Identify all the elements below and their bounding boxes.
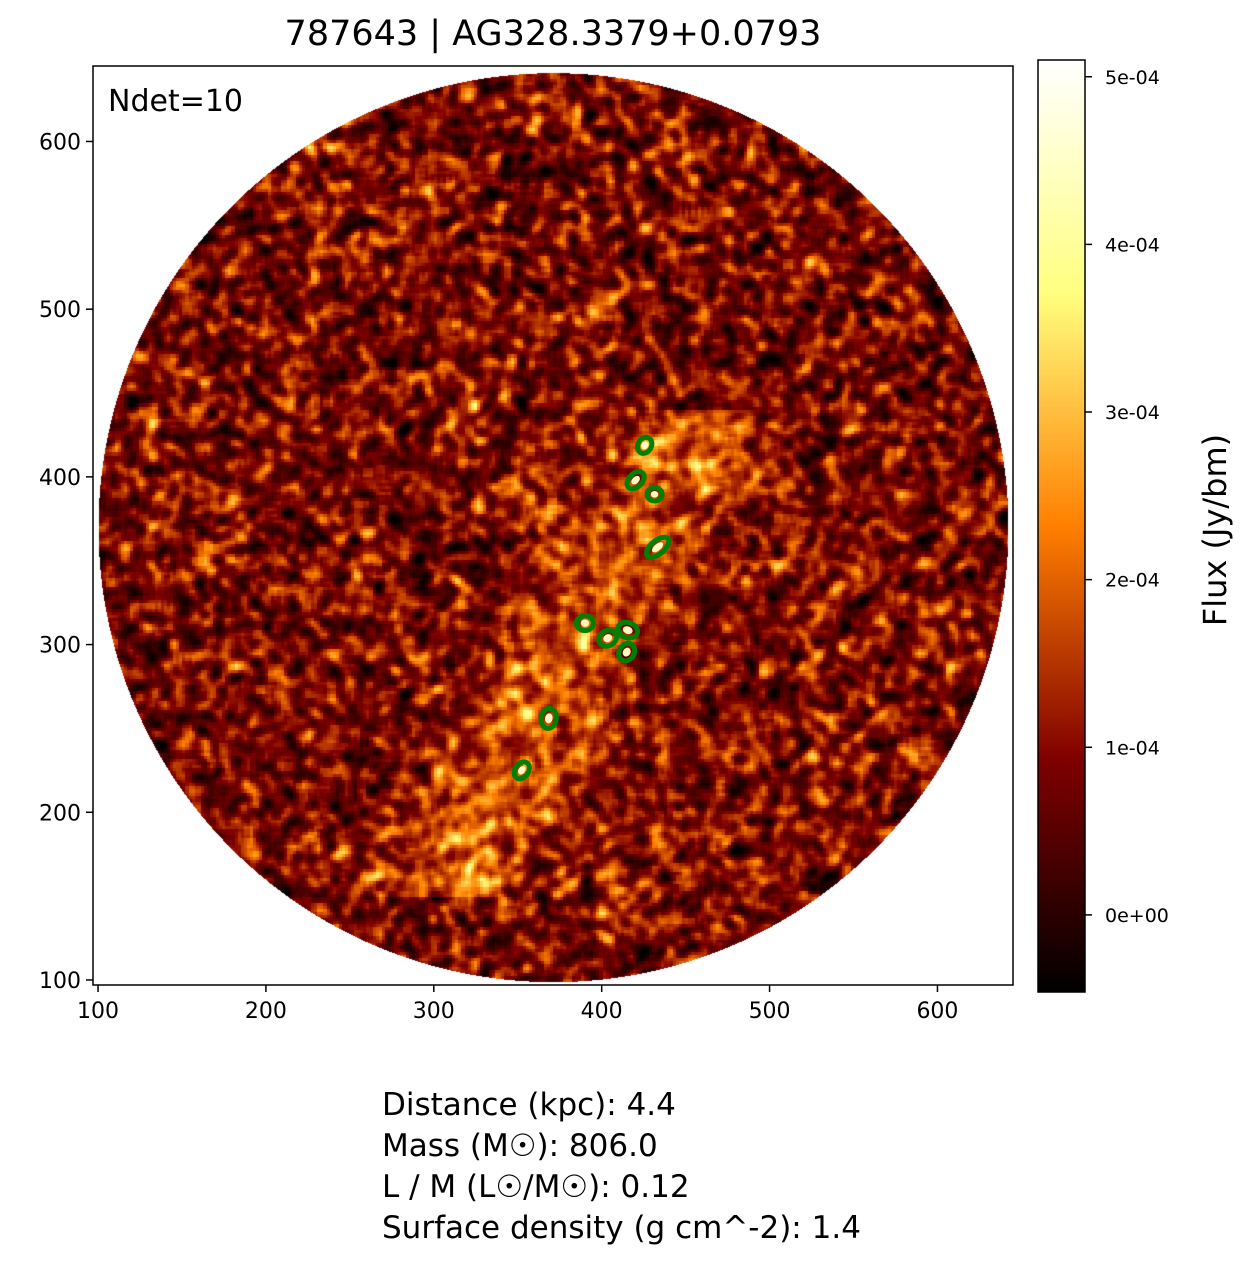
chart-title: 787643 | AG328.3379+0.0793 [284, 14, 822, 54]
detection-ellipse [615, 619, 641, 641]
detection-core [603, 634, 613, 643]
stat-surface-density: Surface density (g cm^-2): 1.4 [382, 1210, 861, 1246]
y-tick-label: 400 [39, 466, 81, 491]
colorbar-label: Flux (Jy/bm) [1196, 433, 1234, 627]
detection-core [641, 441, 649, 450]
detection-core [622, 647, 631, 657]
colorbar-tick-label: 5e-04 [1105, 67, 1160, 89]
source-stats: Distance (kpc): 4.4 Mass (M☉): 806.0 L /… [382, 1085, 861, 1249]
colorbar-tick-label: 2e-04 [1105, 570, 1160, 592]
colorbar-tick-label: 4e-04 [1105, 234, 1160, 256]
detection-core [650, 490, 659, 498]
detection-ellipse [644, 485, 665, 504]
colorbar-tick-label: 0e+00 [1105, 905, 1169, 927]
stat-lm-ratio: L / M (L☉/M☉): 0.12 [382, 1169, 690, 1205]
x-tick-label: 400 [581, 999, 623, 1024]
detection-ellipse [538, 705, 559, 731]
detection-ellipse [643, 534, 672, 560]
y-tick-label: 600 [39, 130, 81, 155]
x-tick-label: 500 [749, 999, 791, 1024]
colorbar-tick-label: 1e-04 [1105, 737, 1160, 759]
stat-mass: Mass (M☉): 806.0 [382, 1128, 658, 1164]
x-tick-label: 100 [77, 999, 119, 1024]
detection-core [622, 626, 633, 635]
y-tick-label: 200 [39, 801, 81, 826]
axes-frame [92, 65, 1014, 986]
detection-core [580, 619, 590, 627]
y-tick-label: 300 [39, 634, 81, 659]
detection-ellipse [616, 640, 638, 664]
detection-ellipse [624, 469, 647, 492]
y-tick-label: 500 [39, 298, 81, 323]
detection-ellipse [596, 627, 620, 649]
detection-core [631, 475, 640, 485]
detection-ellipse [634, 434, 655, 456]
y-tick-label: 100 [39, 969, 81, 994]
x-tick-label: 300 [413, 999, 455, 1024]
detection-ellipse [511, 759, 532, 782]
x-tick-label: 200 [245, 999, 287, 1024]
colorbar-tick-label: 3e-04 [1105, 402, 1160, 424]
flux-image [93, 66, 1013, 985]
detection-core [652, 542, 664, 553]
ndet-annotation: Ndet=10 [108, 84, 244, 119]
colorbar-frame [1037, 59, 1086, 993]
detection-core [544, 713, 553, 724]
colorbar [1038, 60, 1085, 992]
detection-ellipse [574, 613, 596, 634]
detection-core [517, 766, 526, 775]
stat-distance: Distance (kpc): 4.4 [382, 1087, 676, 1123]
x-tick-label: 600 [916, 999, 958, 1024]
